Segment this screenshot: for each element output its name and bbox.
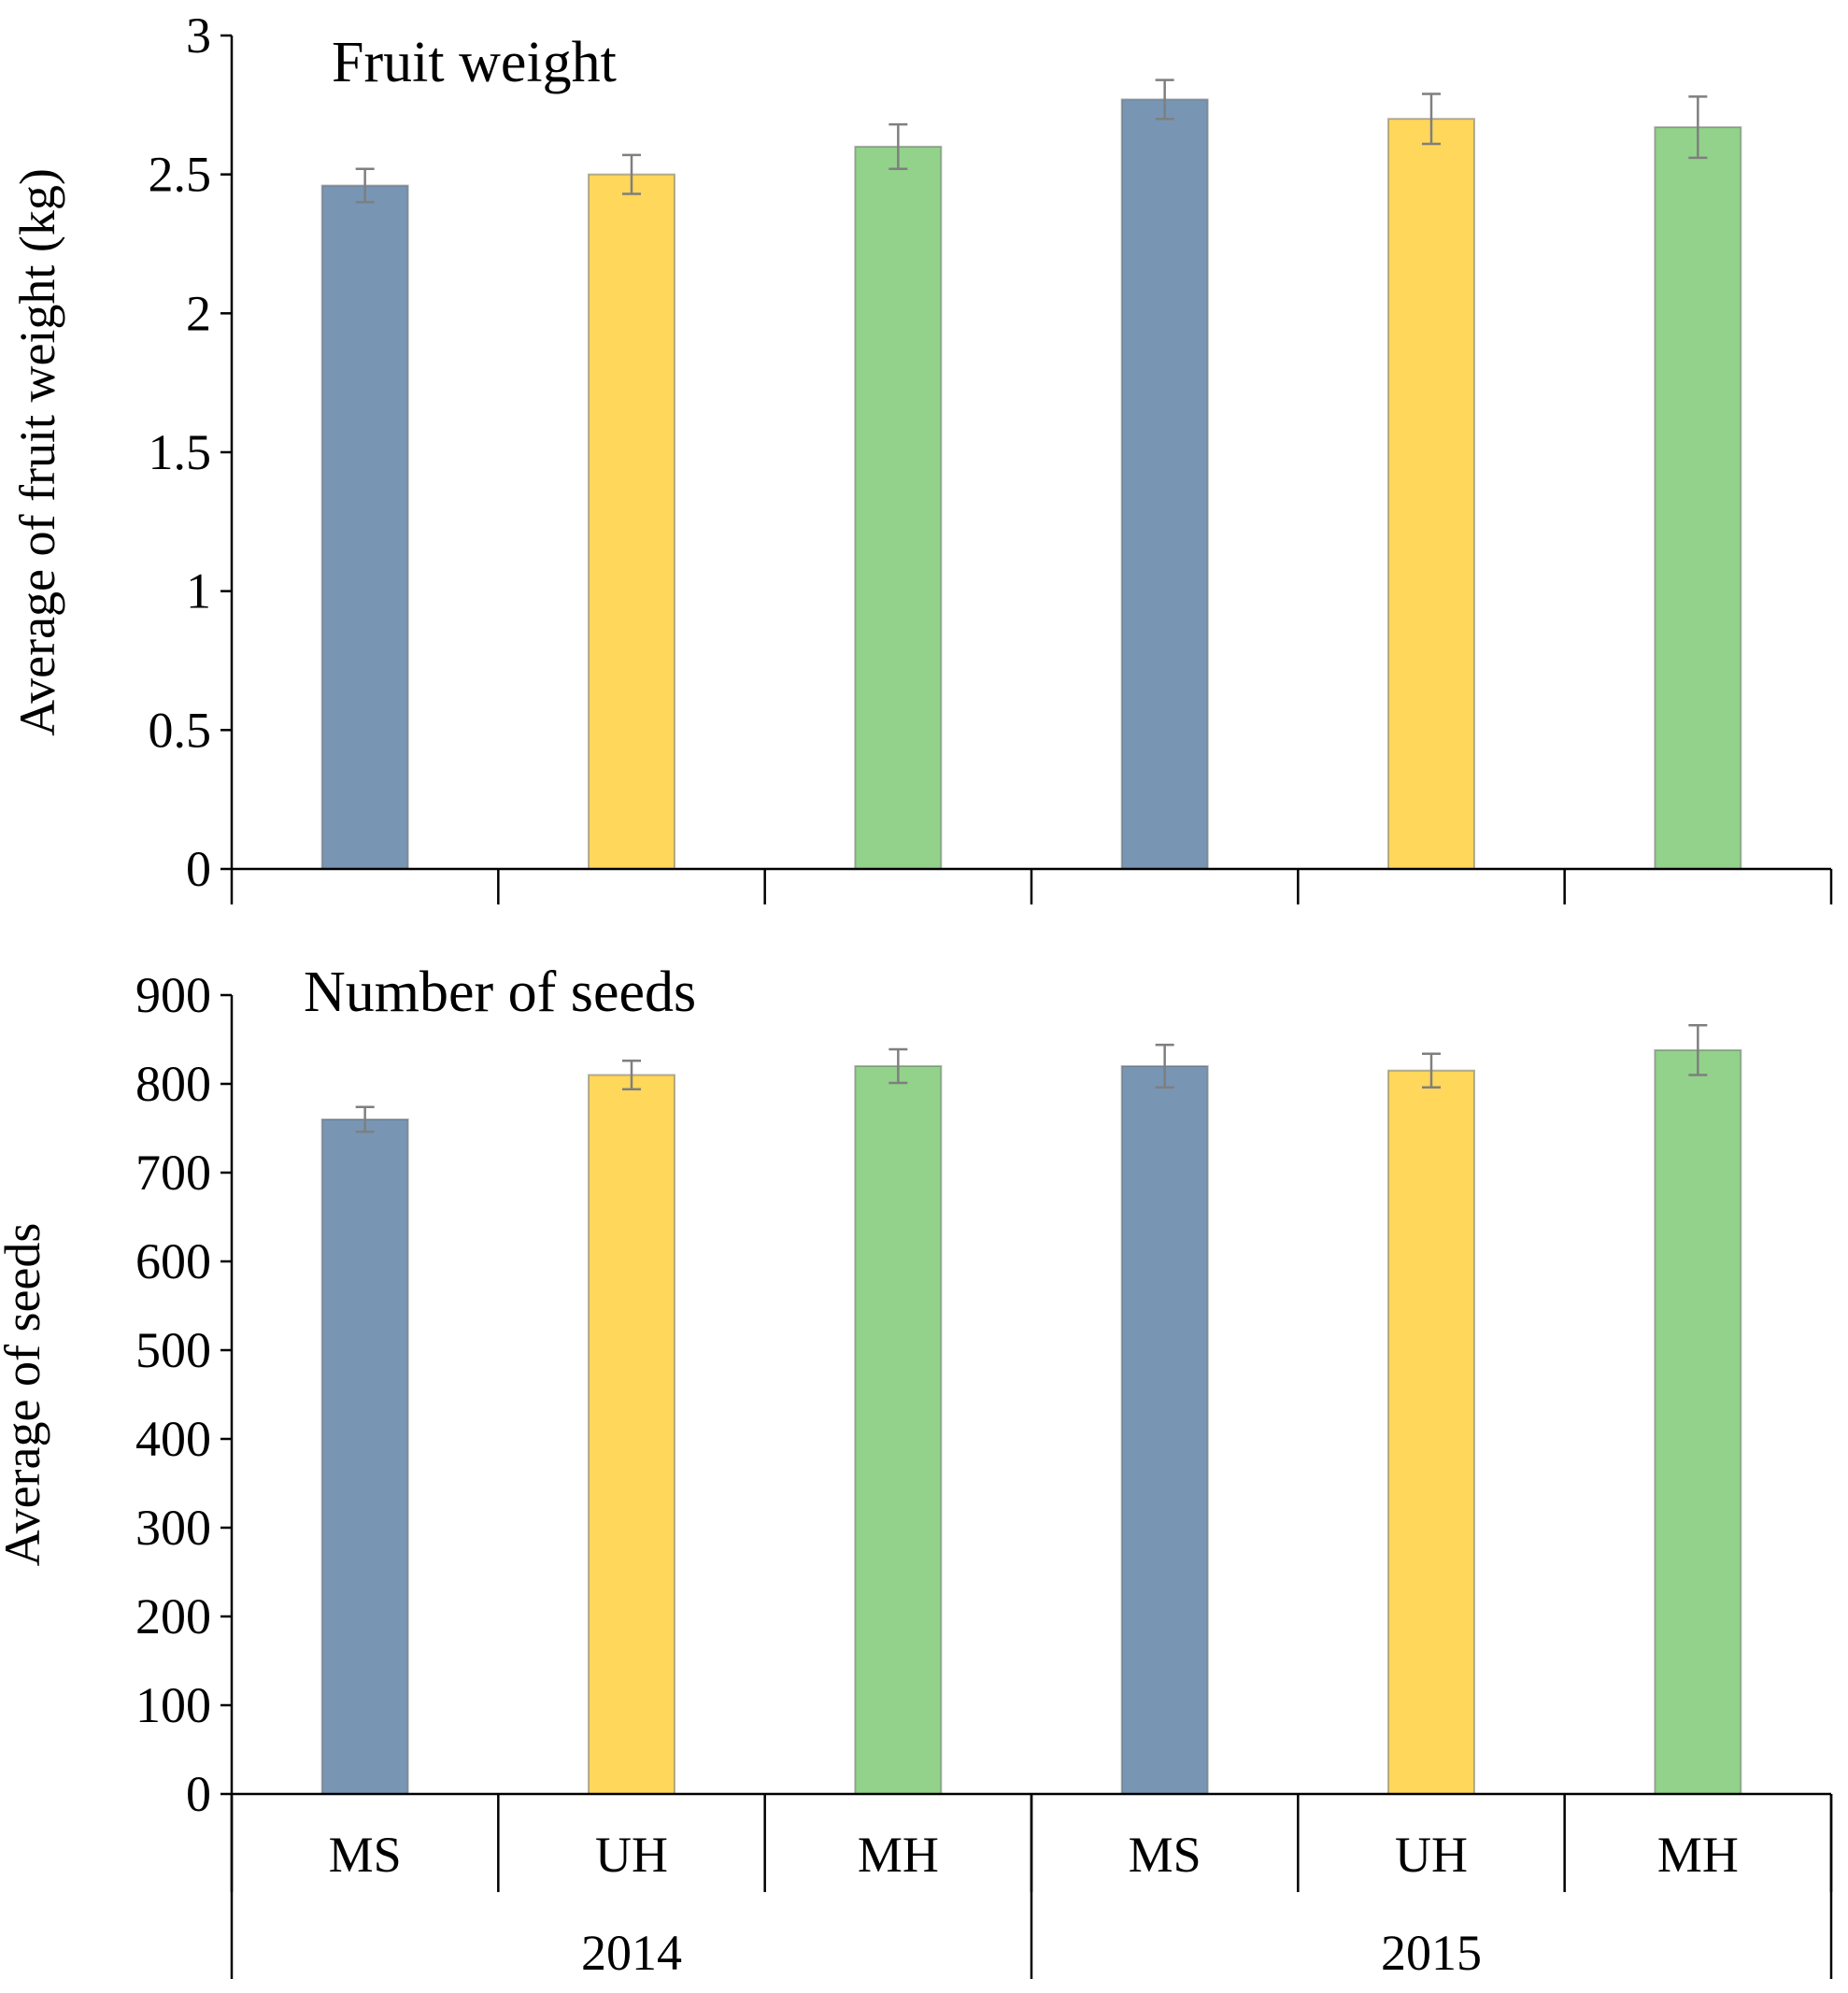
bar-uh [588,1074,675,1795]
x-group-label: 2014 [581,1925,682,1981]
y-tick-label: 800 [135,1056,211,1112]
chart-title: Fruit weight [332,31,617,94]
shared-x-axis-labels: MS UH MH MS UH MH 2014 2015 [230,1794,1833,1981]
bar-mh [854,1065,943,1795]
x-category-label: MS [1129,1827,1201,1883]
x-category-label: UH [595,1827,668,1883]
y-tick-label: 0.5 [149,702,212,758]
bar-mh [854,145,943,870]
bar-uh [1387,1069,1475,1795]
bar-uh [588,173,675,870]
y-tick-label: 0 [186,1766,211,1822]
bar-ms [320,184,409,870]
y-tick-label: 200 [135,1588,211,1644]
y-tick-label: 300 [135,1500,211,1556]
y-tick-label: 1.5 [149,424,212,480]
seeds-chart: 0 100 200 300 400 500 600 700 800 900 Average of s… [0,961,1833,1892]
bar-ms [1120,1065,1209,1795]
y-axis-title: Average of seeds [0,1223,50,1567]
chart-title: Number of seeds [304,961,696,1024]
y-axis-title: Average of fruit weight (kg) [9,168,65,736]
y-tick-label: 600 [135,1233,211,1289]
x-category-label: MH [1657,1827,1739,1883]
bar-ms [320,1118,409,1795]
bar-ms [1120,98,1209,871]
y-tick-label: 400 [135,1411,211,1467]
bar-uh [1387,118,1475,870]
x-category-label: MS [329,1827,402,1883]
y-tick-label: 2 [186,285,211,341]
fruit-weight-chart: 0 0.5 1 1.5 2 2.5 3 Average of fruit weight (kg… [9,7,1833,904]
y-tick-label: 1 [186,563,211,619]
y-tick-label: 0 [186,841,211,897]
y-tick-label: 700 [135,1145,211,1201]
bar-mh [1654,1048,1742,1795]
x-category-label: UH [1395,1827,1468,1883]
x-category-label: MH [858,1827,939,1883]
x-group-label: 2015 [1381,1925,1482,1981]
bar-mh [1654,126,1742,870]
y-tick-label: 3 [186,7,211,64]
y-tick-label: 500 [135,1322,211,1378]
y-tick-label: 900 [135,967,211,1023]
y-tick-label: 100 [135,1677,211,1733]
y-tick-label: 2.5 [149,147,212,203]
